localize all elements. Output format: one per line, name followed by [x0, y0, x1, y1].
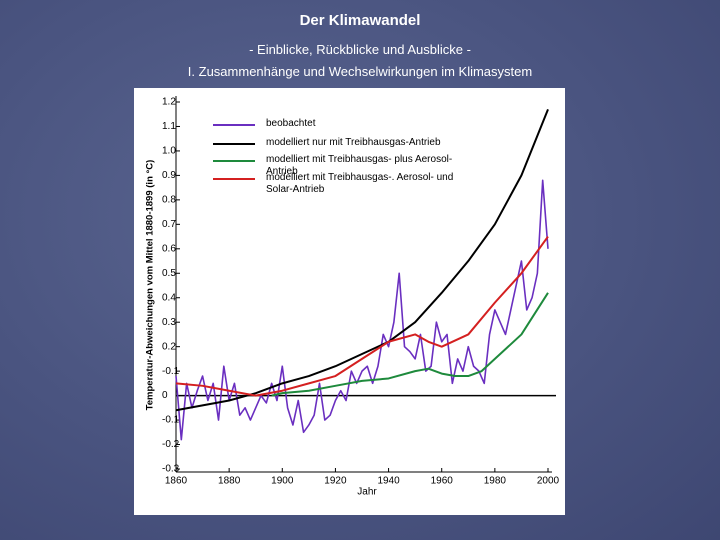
x-tick-label: 1980	[484, 476, 507, 487]
y-tick-label: 0.2	[162, 341, 176, 352]
y-tick-label: 1.2	[162, 97, 176, 108]
x-tick-label: 1880	[218, 476, 241, 487]
y-tick-label: 1.0	[162, 146, 176, 157]
x-tick-label: 2000	[537, 476, 560, 487]
y-tick-label: 0.5	[162, 268, 176, 279]
y-tick-label: -0.1	[162, 415, 180, 426]
y-tick-label: -0.1	[162, 366, 180, 377]
slide-subtitle: - Einblicke, Rückblicke und Ausblicke -	[249, 42, 471, 57]
legend-label: modelliert mit Treibhausgas-. Aerosol- u…	[266, 172, 454, 195]
slide-title: Der Klimawandel	[299, 12, 421, 29]
series-line	[271, 292, 549, 397]
x-tick-label: 1860	[165, 476, 188, 487]
legend-entry: modelliert mit Treibhausgas- plus Aeroso…	[266, 154, 453, 177]
y-tick-label: 0.8	[162, 195, 176, 206]
legend-label: beobachtet	[266, 118, 316, 129]
y-tick-label: 0.4	[162, 292, 176, 303]
x-tick-label: 1920	[324, 476, 347, 487]
legend-label: modelliert nur mit Treibhausgas-Antrieb	[266, 137, 441, 148]
y-tick-label: 0.3	[162, 317, 176, 328]
legend-entry: beobachtet	[266, 118, 316, 129]
x-axis-label: Jahr	[357, 487, 377, 498]
y-tick-label: 0.9	[162, 170, 176, 181]
slide-heading: I. Zusammenhänge und Wechselwirkungen im…	[187, 64, 533, 79]
x-tick-label: 1960	[431, 476, 454, 487]
x-tick-label: 1940	[377, 476, 400, 487]
y-tick-label: 0	[162, 390, 168, 401]
chart-panel	[134, 88, 565, 515]
legend-entry: modelliert mit Treibhausgas-. Aerosol- u…	[266, 172, 454, 195]
x-tick-label: 1900	[271, 476, 294, 487]
legend-label: modelliert mit Treibhausgas- plus Aeroso…	[266, 154, 453, 177]
y-tick-label: -0.3	[162, 464, 180, 475]
y-tick-label: -0.2	[162, 439, 180, 450]
legend-entry: modelliert nur mit Treibhausgas-Antrieb	[266, 137, 441, 148]
y-axis-label: Temperatur-Abweichungen vom Mittel 1880-…	[145, 160, 156, 411]
series-line	[175, 108, 549, 412]
y-tick-label: 0.6	[162, 243, 176, 254]
y-tick-label: 0.7	[162, 219, 176, 230]
y-tick-label: 1.1	[162, 121, 176, 132]
series-line	[175, 235, 549, 397]
